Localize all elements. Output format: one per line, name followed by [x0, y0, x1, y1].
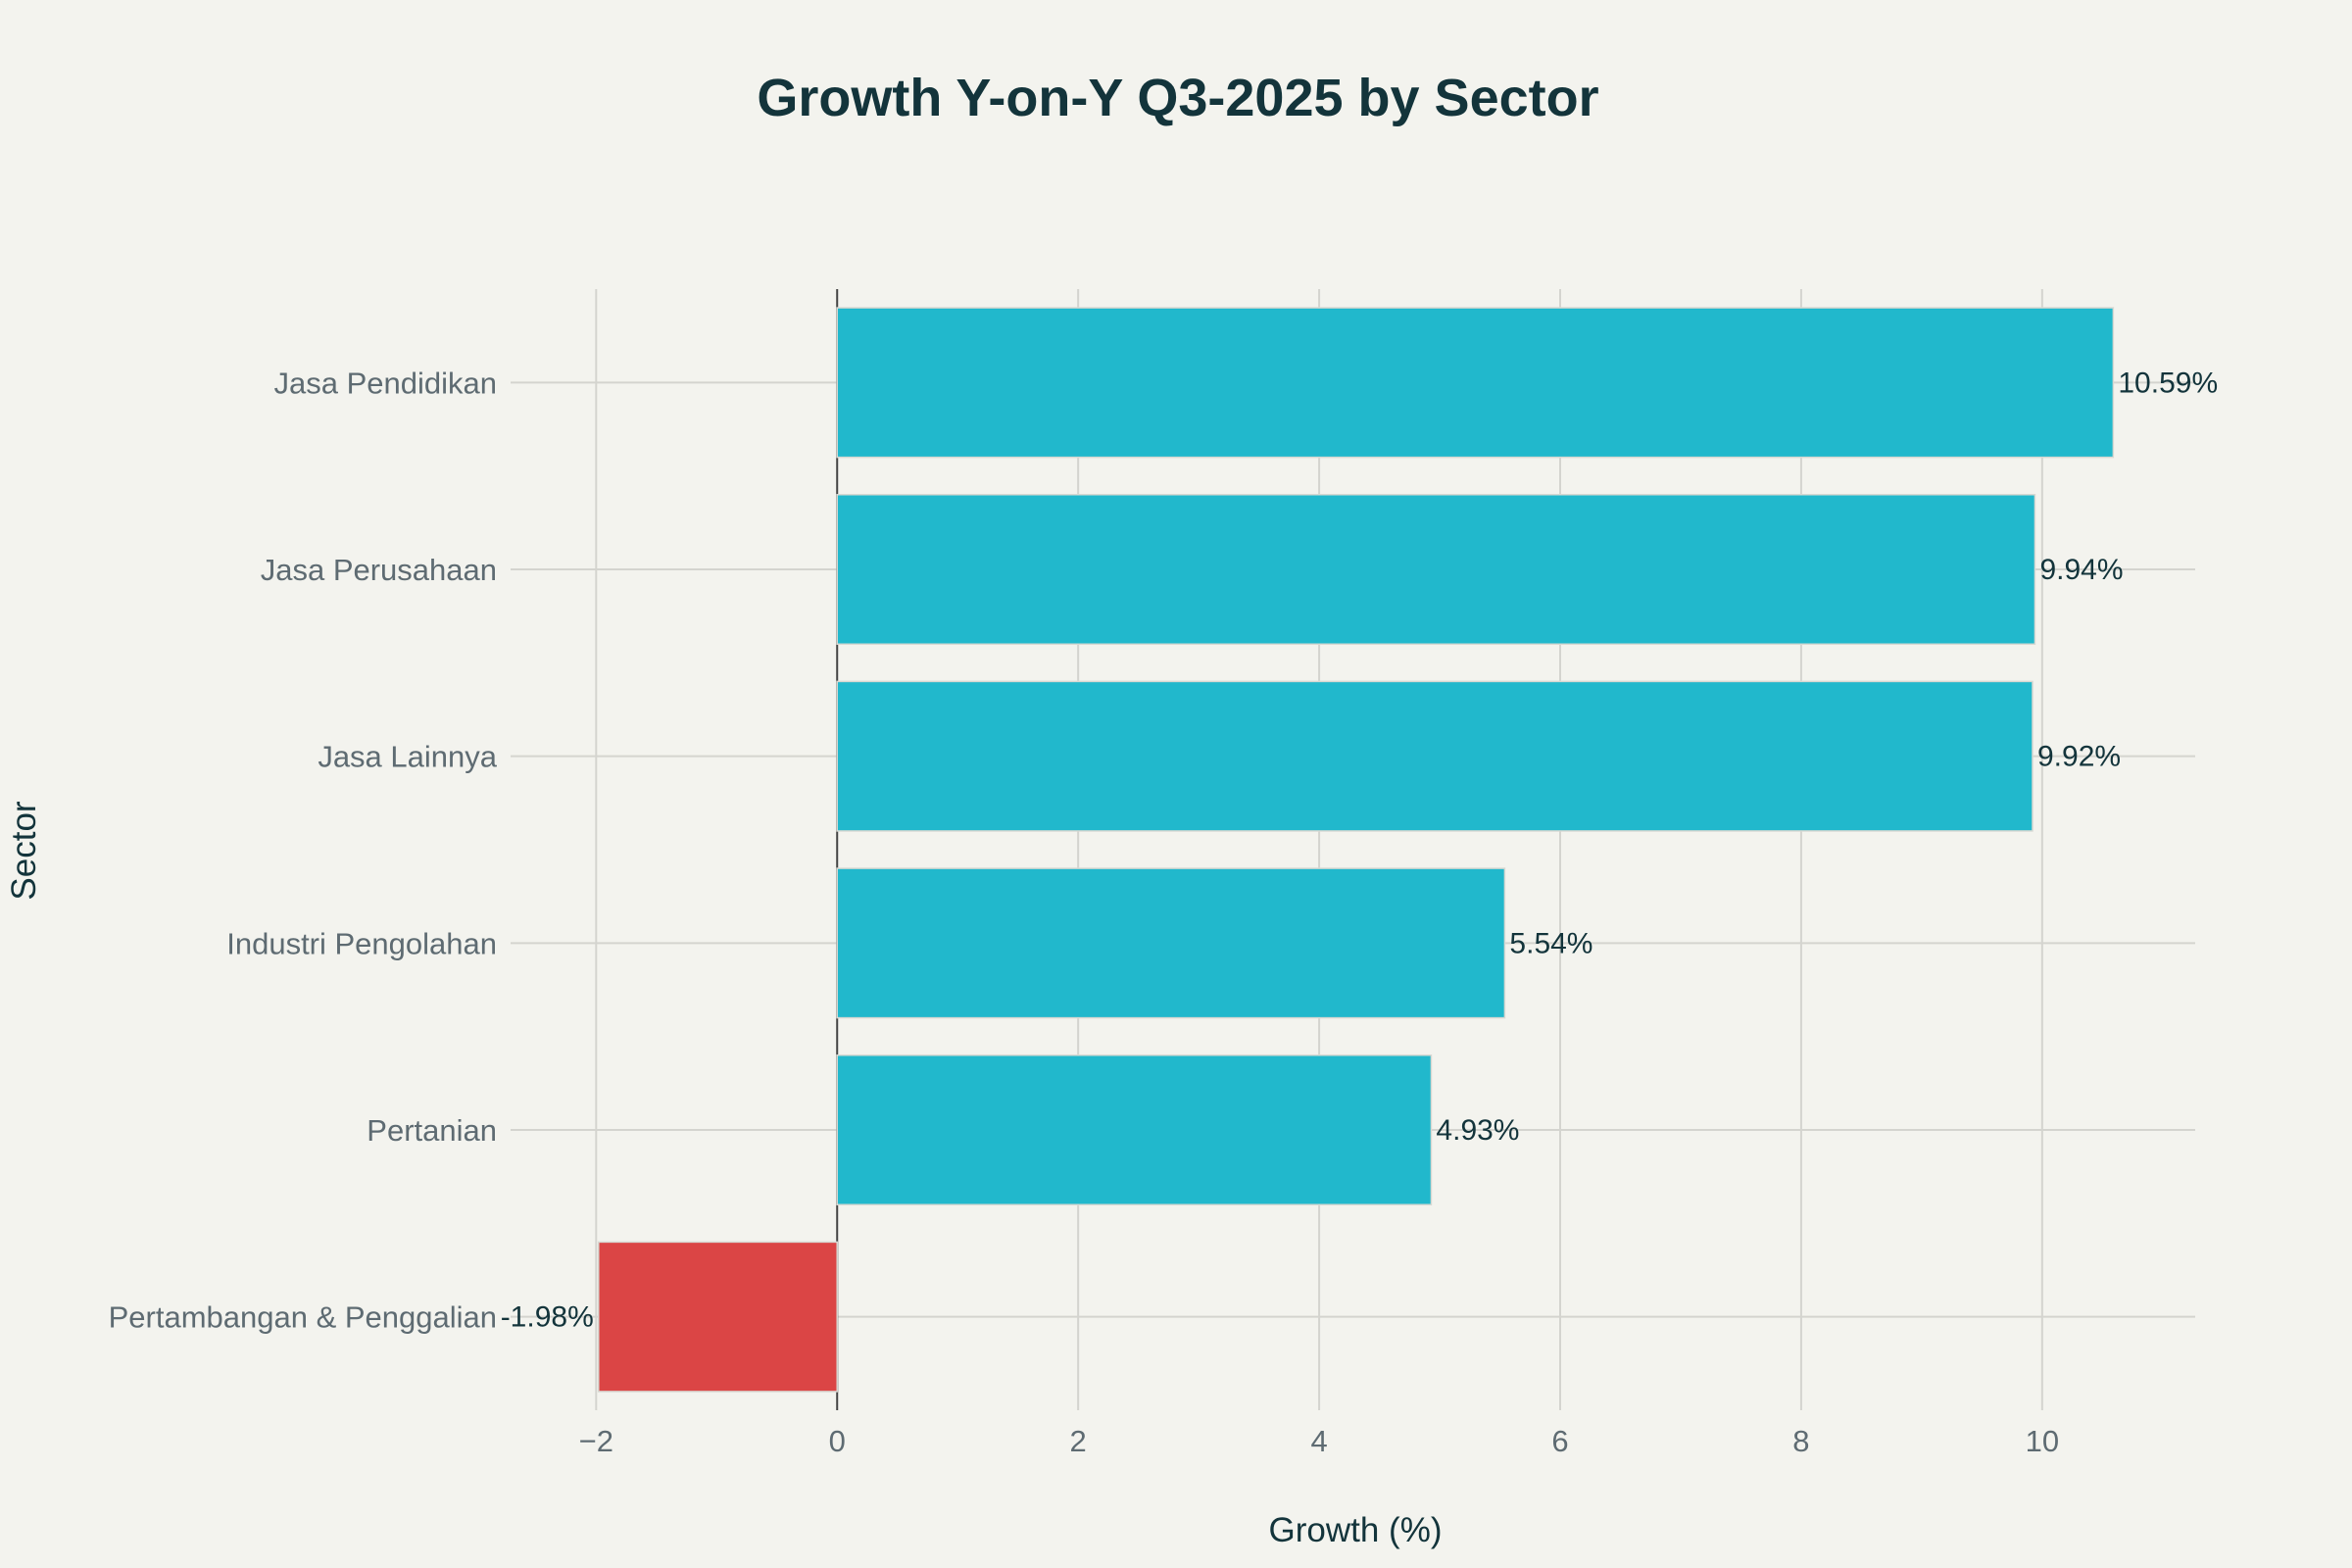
data-label: 9.92% — [2037, 741, 2121, 773]
y-tick-label: Jasa Lainnya — [318, 740, 497, 774]
y-tick-label: Pertanian — [367, 1113, 497, 1148]
chart-title: Growth Y-on-Y Q3-2025 by Sector — [757, 69, 1598, 127]
bar-jasa-perusahaan — [836, 493, 2036, 646]
data-label: 5.54% — [1509, 927, 1592, 959]
x-tick-label: 0 — [829, 1424, 846, 1458]
bar-jasa-pendidikan — [836, 307, 2115, 459]
x-axis-title: Growth (%) — [1269, 1511, 1443, 1549]
x-tick-label: 2 — [1070, 1424, 1087, 1458]
bar-jasa-lainnya — [836, 680, 2034, 832]
y-axis-title: Sector — [5, 801, 43, 900]
y-tick-label: Pertambangan & Penggalian — [109, 1300, 497, 1335]
x-tick-label: 4 — [1310, 1424, 1327, 1458]
x-tick-label: 10 — [2026, 1424, 2059, 1458]
y-tick-label: Jasa Pendidikan — [274, 366, 498, 400]
data-label: 4.93% — [1436, 1114, 1519, 1147]
y-tick-label: Jasa Perusahaan — [261, 553, 497, 587]
data-label: -1.98% — [501, 1301, 594, 1334]
bar-industri-pengolahan — [836, 867, 1506, 1019]
x-tick-label: 8 — [1792, 1424, 1809, 1458]
data-label: 9.94% — [2039, 554, 2123, 586]
x-tick-label: −2 — [579, 1424, 613, 1458]
bar-pertanian — [836, 1054, 1433, 1206]
bar-pertambangan-penggalian — [598, 1241, 838, 1393]
x-tick-label: 6 — [1551, 1424, 1568, 1458]
data-label: 10.59% — [2118, 367, 2218, 399]
y-tick-label: Industri Pengolahan — [226, 926, 497, 960]
